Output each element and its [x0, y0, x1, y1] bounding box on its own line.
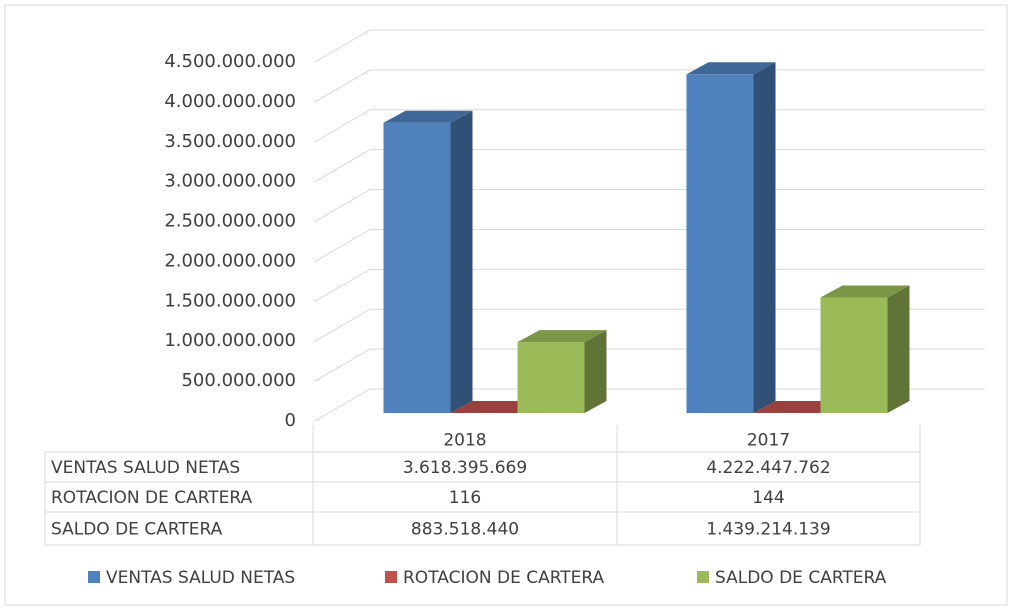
x-tick-label: 2018	[443, 431, 486, 451]
bar	[820, 285, 910, 413]
bar	[450, 401, 540, 413]
y-tick-label: 4.500.000.000	[164, 51, 296, 72]
legend-swatch	[697, 571, 709, 583]
legend-swatch	[88, 571, 100, 583]
grid-line	[314, 29, 985, 63]
bar-face	[820, 285, 910, 298]
table-cell: 4.222.447.762	[706, 458, 830, 478]
y-tick-label: 4.000.000.000	[164, 91, 296, 112]
y-tick-label: 3.500.000.000	[164, 131, 296, 152]
grid-line	[314, 149, 985, 183]
table-cell: 144	[752, 488, 784, 508]
y-tick-label: 1.000.000.000	[164, 330, 296, 351]
bar-face	[887, 285, 910, 413]
bar	[753, 401, 843, 413]
bar	[383, 110, 473, 414]
bar-face	[517, 342, 585, 413]
bar-face	[450, 401, 540, 413]
table-row-label: SALDO DE CARTERA	[51, 520, 223, 540]
bar	[517, 330, 607, 413]
table-cell: 3.618.395.669	[403, 458, 527, 478]
bar-face	[820, 297, 888, 413]
table-cell: 116	[449, 488, 481, 508]
bar-face	[686, 62, 776, 75]
grid-line	[314, 268, 985, 302]
grid-line	[314, 228, 985, 262]
grid-line	[314, 189, 985, 222]
bar-face	[450, 110, 473, 414]
legend-swatch	[385, 571, 397, 583]
legend-label: SALDO DE CARTERA	[715, 568, 887, 588]
table-row-label: VENTAS SALUD NETAS	[51, 458, 240, 478]
y-tick-label: 0	[285, 410, 296, 431]
y-tick-label: 1.500.000.000	[164, 290, 296, 311]
y-tick-label: 2.000.000.000	[164, 250, 296, 271]
table-cell: 883.518.440	[411, 520, 519, 540]
bar	[686, 62, 776, 413]
y-tick-label: 2.500.000.000	[164, 211, 296, 232]
bar-face	[753, 62, 776, 413]
grid-line	[314, 348, 985, 382]
x-tick-label: 2017	[747, 431, 790, 451]
grid-line	[314, 308, 985, 342]
legend-label: ROTACION DE CARTERA	[403, 568, 605, 588]
bar-face	[584, 330, 607, 413]
y-tick-label: 3.000.000.000	[164, 171, 296, 192]
bar-face	[517, 330, 607, 343]
grid-line	[314, 69, 985, 103]
table-cell: 1.439.214.139	[706, 520, 830, 540]
grid-line	[314, 388, 985, 422]
table-row-label: ROTACION DE CARTERA	[51, 488, 253, 508]
grid-line	[314, 109, 985, 143]
legend-label: VENTAS SALUD NETAS	[106, 568, 295, 588]
bar-face	[383, 122, 451, 414]
bar-face	[753, 401, 843, 413]
bar-face	[383, 110, 473, 123]
y-tick-label: 500.000.000	[181, 370, 296, 391]
bar-face	[686, 74, 754, 413]
